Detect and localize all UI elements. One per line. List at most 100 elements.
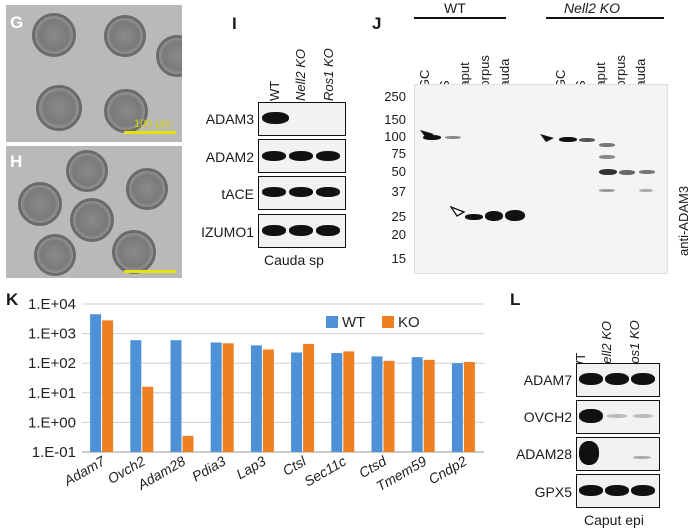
bar-wt <box>291 352 303 452</box>
mw-marker: 50 <box>391 164 406 179</box>
blot-ovch2 <box>576 400 660 434</box>
oocyte <box>156 35 182 77</box>
mw-marker: 100 <box>384 129 406 144</box>
scale-bar <box>124 270 176 273</box>
band <box>579 138 595 142</box>
panel-label-j: J <box>372 14 382 33</box>
band <box>619 170 635 175</box>
bar-ko <box>463 361 475 452</box>
y-tick-label: 1.E+03 <box>28 326 76 343</box>
open-arrow-icon <box>450 205 466 217</box>
band <box>579 409 603 423</box>
bar-wt <box>371 356 383 452</box>
band <box>316 225 340 236</box>
legend-swatch <box>382 316 394 328</box>
blot-row-label: IZUMO1 <box>201 224 254 240</box>
blot-row-label: tACE <box>221 186 254 202</box>
legend-label: WT <box>342 314 365 331</box>
mw-marker: 250 <box>384 89 406 104</box>
oocyte <box>34 234 76 276</box>
band <box>599 189 615 192</box>
group-underline <box>546 17 664 19</box>
blot-footer: Caput epi <box>584 512 644 528</box>
band <box>262 187 286 197</box>
band <box>445 136 461 139</box>
band <box>631 485 655 496</box>
band <box>262 225 286 236</box>
bar-wt <box>130 340 142 452</box>
mw-marker: 75 <box>391 146 406 161</box>
oocyte <box>104 15 146 57</box>
bar-ko <box>303 343 315 452</box>
oocyte <box>126 168 168 210</box>
band <box>423 135 441 140</box>
bar-ko <box>222 343 234 452</box>
band <box>579 485 603 496</box>
band <box>262 151 286 161</box>
bar-ko <box>383 360 395 452</box>
blot-row-label: OVCH2 <box>523 409 572 425</box>
oocyte <box>36 85 82 131</box>
blot-row-label: ADAM3 <box>205 111 254 127</box>
bar-wt <box>170 340 182 452</box>
mw-marker: 20 <box>391 227 406 242</box>
mw-marker: 37 <box>391 184 406 199</box>
band <box>505 210 525 221</box>
band <box>316 151 340 161</box>
bar-wt <box>331 353 343 452</box>
bar-ko <box>262 349 274 452</box>
band <box>605 485 629 496</box>
bar-ko <box>142 386 154 452</box>
band <box>633 456 651 459</box>
x-tick-label: Sec11c <box>301 453 349 490</box>
blot-row-label: ADAM2 <box>205 149 254 165</box>
blot-footer: Cauda sp <box>264 252 324 268</box>
bar-wt <box>451 363 463 452</box>
lane-header: Nell2 KO <box>293 48 308 101</box>
panel-label-h: H <box>10 152 23 171</box>
blot-adam2 <box>258 139 346 173</box>
y-tick-label: 1.E+01 <box>28 385 76 402</box>
band <box>605 373 629 385</box>
arrow-icon <box>540 134 554 142</box>
oocyte <box>70 198 114 242</box>
y-tick-label: 1.E+04 <box>28 296 76 313</box>
blot-adam28 <box>576 437 660 471</box>
group-label-wt: WT <box>444 0 466 16</box>
band <box>607 414 627 418</box>
blot-row-label: GPX5 <box>534 484 572 500</box>
bar-ko <box>343 351 355 452</box>
bar-ko <box>182 435 194 452</box>
band <box>639 170 655 174</box>
band <box>289 187 313 197</box>
band <box>579 373 603 385</box>
bar-ko <box>102 320 114 452</box>
band <box>599 143 615 147</box>
blot-tace <box>258 176 346 210</box>
bar-wt <box>411 357 423 452</box>
bar-wt <box>210 342 222 452</box>
band <box>289 151 313 161</box>
oocyte <box>112 230 156 274</box>
band <box>465 214 483 220</box>
band <box>639 189 653 192</box>
bar-wt <box>250 345 262 452</box>
blot-adam3 <box>258 102 346 136</box>
mw-marker: 15 <box>391 251 406 266</box>
legend-label: KO <box>398 314 420 331</box>
group-underline <box>414 17 506 19</box>
x-tick-label: Cndp2 <box>426 453 470 488</box>
band <box>316 187 340 197</box>
blot-row-label: ADAM28 <box>515 446 572 462</box>
bar-chart: 1.E-011.E+001.E+011.E+021.E+031.E+04Adam… <box>28 296 484 494</box>
bar-ko <box>423 359 435 452</box>
panel-label-l: L <box>510 290 521 309</box>
blot-adam7 <box>576 363 660 397</box>
band <box>599 155 615 159</box>
mw-marker: 150 <box>384 112 406 127</box>
micrograph-g: 100 µm G <box>6 5 182 142</box>
oocyte <box>18 182 62 226</box>
micrograph-h: H <box>6 146 182 278</box>
blot-izumo1 <box>258 214 346 248</box>
mw-marker: 25 <box>391 209 406 224</box>
